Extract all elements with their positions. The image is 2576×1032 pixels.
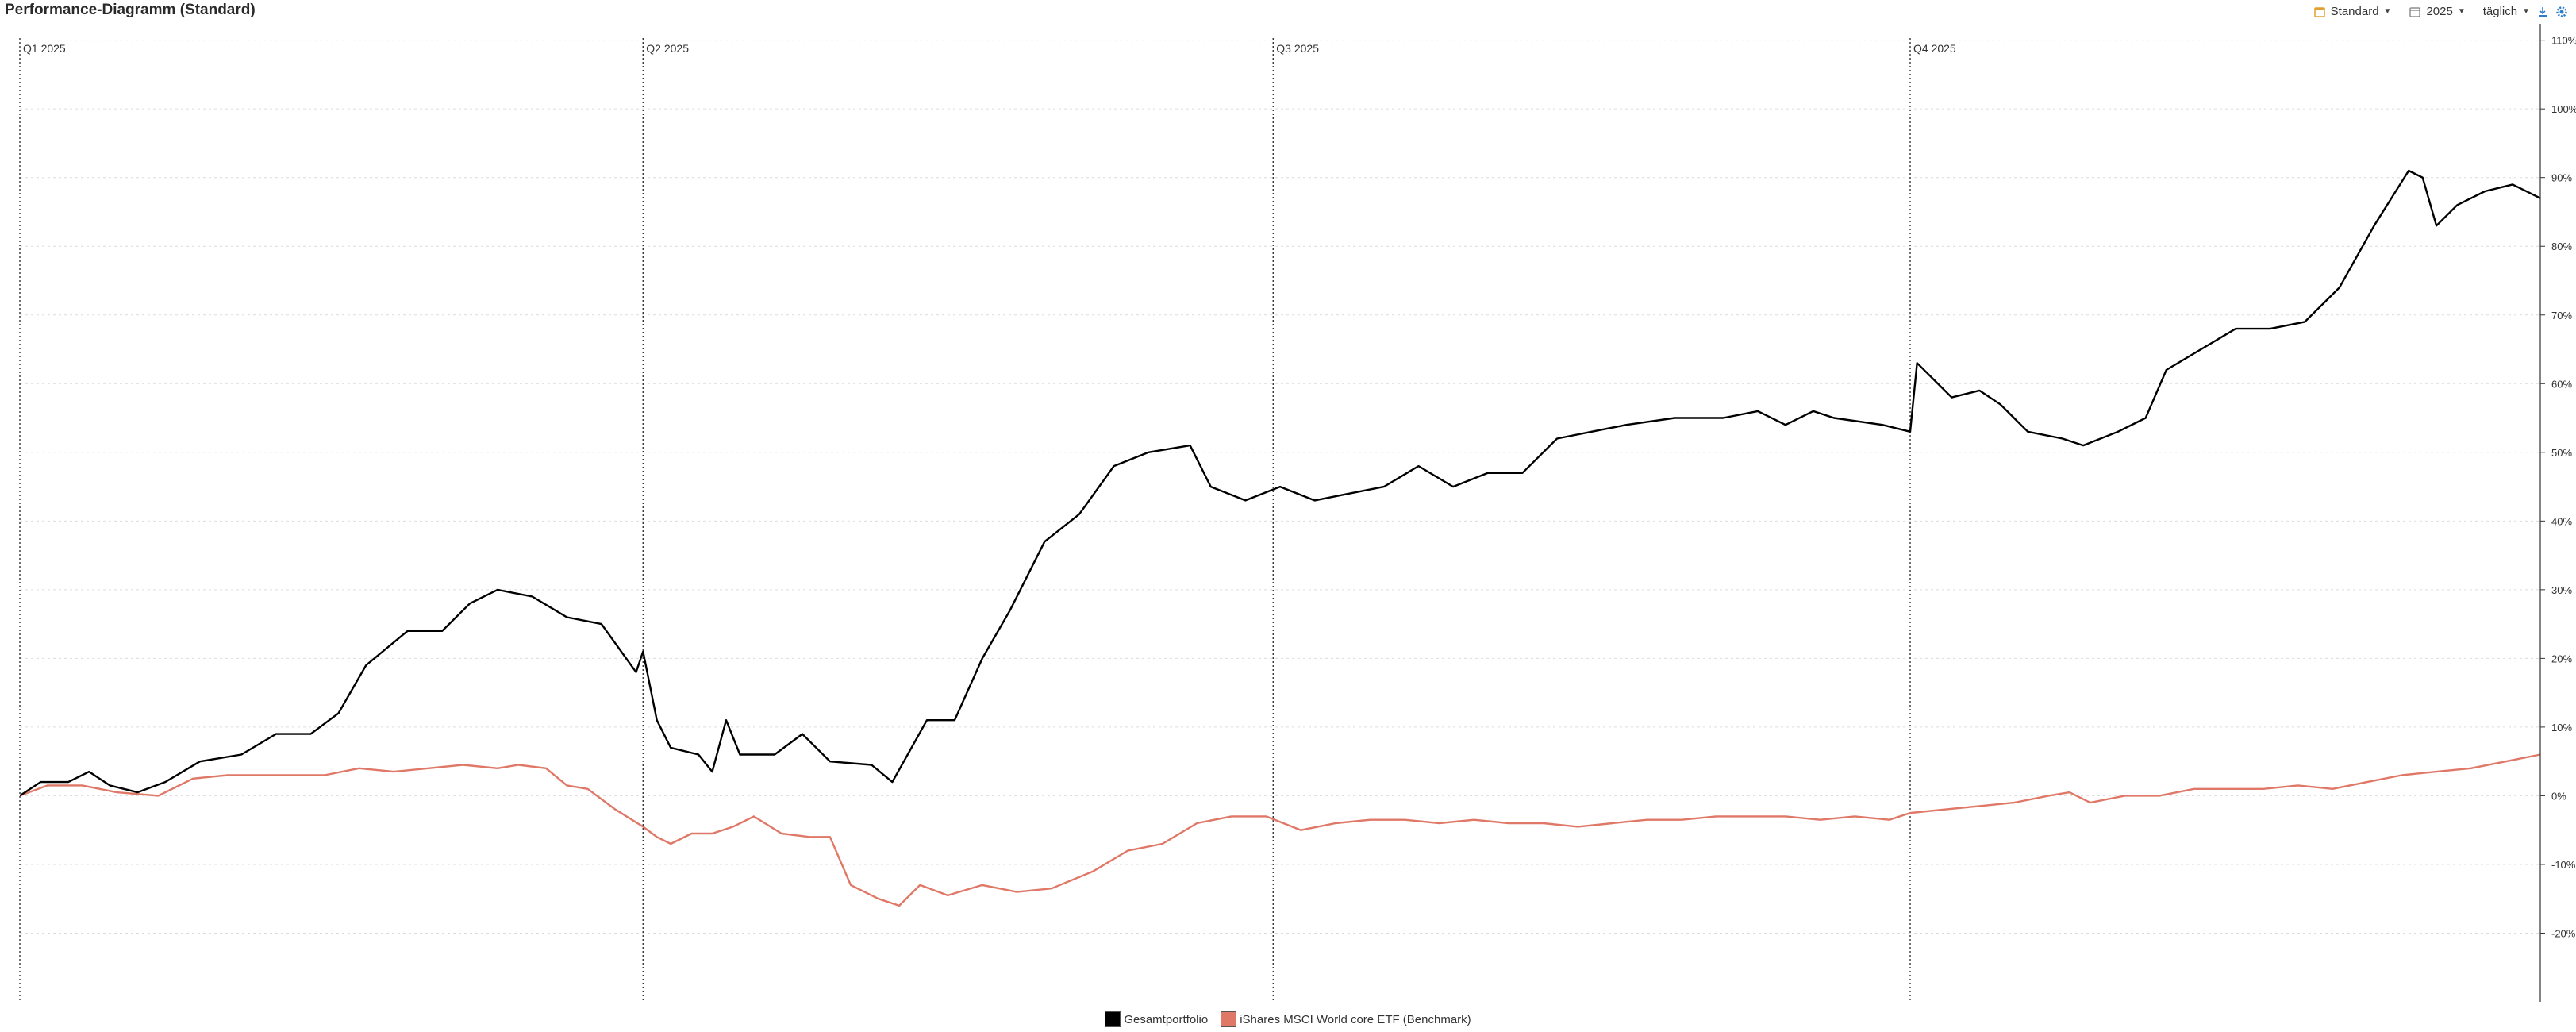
series-line xyxy=(19,169,2541,797)
caret-down-icon: ▼ xyxy=(2457,7,2466,16)
chart-toolbar: Standard ▼ 2025 ▼ täglich ▼ xyxy=(2313,5,2568,18)
legend-label: iShares MSCI World core ETF (Benchmark) xyxy=(1240,1012,1471,1026)
quarter-label: Q3 2025 xyxy=(1276,42,1319,55)
quarter-label: Q2 2025 xyxy=(646,42,689,55)
year-label: 2025 xyxy=(2426,5,2453,18)
y-tick-label: 50% xyxy=(2551,447,2572,459)
calendar-outline-icon xyxy=(2409,6,2421,18)
legend-swatch xyxy=(1105,1011,1121,1027)
caret-down-icon: ▼ xyxy=(2383,7,2392,16)
y-tick-label: -20% xyxy=(2551,927,2576,939)
caret-down-icon: ▼ xyxy=(2522,7,2530,16)
legend-item[interactable]: iShares MSCI World core ETF (Benchmark) xyxy=(1221,1011,1471,1027)
y-tick-label: 100% xyxy=(2551,103,2576,115)
y-tick-label: 90% xyxy=(2551,172,2572,184)
quarter-label: Q4 2025 xyxy=(1913,42,1956,55)
y-tick-label: 20% xyxy=(2551,653,2572,664)
calendar-icon xyxy=(2313,6,2326,18)
legend-swatch xyxy=(1221,1011,1237,1027)
legend-item[interactable]: Gesamtportfolio xyxy=(1105,1011,1208,1027)
y-tick-label: -10% xyxy=(2551,859,2576,871)
y-tick-label: 10% xyxy=(2551,722,2572,734)
interval-dropdown[interactable]: täglich ▼ xyxy=(2483,5,2530,18)
year-dropdown[interactable]: 2025 ▼ xyxy=(2409,5,2466,18)
y-tick-label: 40% xyxy=(2551,515,2572,527)
export-icon[interactable] xyxy=(2536,6,2549,18)
profile-label: Standard xyxy=(2330,5,2379,18)
quarter-label: Q1 2025 xyxy=(23,42,66,55)
interval-label: täglich xyxy=(2482,5,2518,18)
y-tick-label: 60% xyxy=(2551,378,2572,390)
y-tick-label: 0% xyxy=(2551,790,2566,802)
legend-label: Gesamtportfolio xyxy=(1124,1012,1209,1026)
chart-legend: Gesamtportfolio iShares MSCI World core E… xyxy=(0,1011,2576,1027)
profile-dropdown[interactable]: Standard ▼ xyxy=(2313,5,2392,18)
y-tick-label: 80% xyxy=(2551,241,2572,252)
page-title: Performance-Diagramm (Standard) xyxy=(5,2,256,18)
settings-icon[interactable] xyxy=(2555,6,2568,18)
y-tick-label: 110% xyxy=(2551,35,2576,47)
y-tick-label: 70% xyxy=(2551,310,2572,322)
series-line xyxy=(19,753,2541,907)
y-tick-label: 30% xyxy=(2551,584,2572,596)
